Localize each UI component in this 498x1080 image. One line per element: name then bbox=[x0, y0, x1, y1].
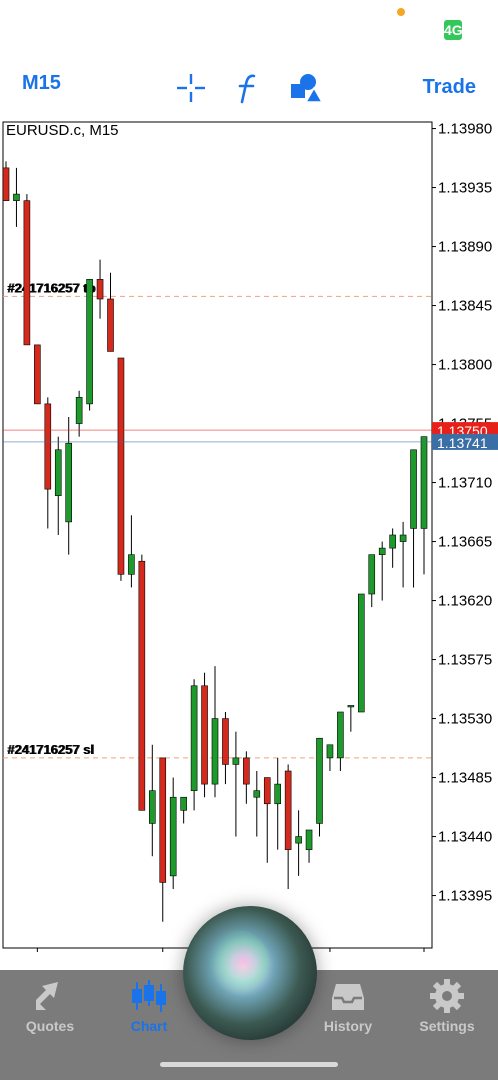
candle-body bbox=[316, 737, 323, 824]
candle-body bbox=[201, 685, 208, 785]
candle-body bbox=[337, 711, 344, 759]
tab-settings-label: Settings bbox=[419, 1018, 475, 1034]
candle-body bbox=[389, 534, 396, 549]
history-icon bbox=[328, 976, 368, 1016]
candle-body bbox=[44, 403, 52, 490]
candle-body bbox=[149, 790, 156, 824]
candle-body bbox=[107, 298, 114, 352]
candle-body bbox=[96, 279, 104, 300]
candle-body bbox=[2, 167, 10, 201]
y-tick-label: 1.13395 bbox=[438, 888, 492, 905]
y-tick-label: 1.13980 bbox=[438, 121, 492, 138]
quotes-icon bbox=[30, 976, 70, 1016]
candle-body bbox=[368, 554, 376, 595]
settings-icon bbox=[427, 976, 467, 1016]
y-tick-label: 1.13665 bbox=[438, 534, 492, 551]
siri-orb[interactable] bbox=[183, 906, 317, 1040]
y-tick-label: 1.13575 bbox=[438, 652, 492, 669]
y-tick-label: 1.13530 bbox=[438, 711, 492, 728]
candle-body bbox=[23, 200, 31, 346]
y-tick-label: 1.13440 bbox=[438, 829, 492, 846]
tab-chart-label: Chart bbox=[130, 1018, 168, 1034]
indicators-icon[interactable] bbox=[228, 68, 268, 108]
chart-icon bbox=[129, 976, 169, 1016]
trade-button[interactable]: Trade bbox=[422, 76, 476, 98]
y-tick-label: 1.13890 bbox=[438, 239, 492, 256]
candle-body bbox=[243, 757, 250, 785]
tab-quotes[interactable]: Quotes bbox=[0, 970, 100, 1040]
y-tick-label: 1.13485 bbox=[438, 770, 492, 787]
candle-body bbox=[75, 397, 83, 424]
candle-body bbox=[274, 783, 282, 805]
tab-settings[interactable]: Settings bbox=[397, 970, 497, 1040]
candle-body bbox=[180, 796, 187, 811]
crosshair-icon[interactable] bbox=[171, 68, 211, 108]
candle-body bbox=[263, 777, 271, 805]
chart-canvas[interactable]: 1.13980 1.13935 1.13890 1.13845 1.13800 1.137… bbox=[0, 120, 498, 952]
candle-body bbox=[326, 744, 334, 759]
order-level-label: #241716257 sl bbox=[7, 742, 94, 757]
candle-body bbox=[347, 705, 355, 708]
candle-body bbox=[399, 534, 407, 542]
candle-body bbox=[128, 554, 135, 575]
candle-body bbox=[86, 279, 93, 405]
recording-dot bbox=[397, 8, 405, 16]
candle-body bbox=[159, 757, 167, 883]
y-tick-label: 1.13845 bbox=[438, 298, 492, 315]
bid-price-label: 1.13741 bbox=[437, 435, 488, 451]
tab-quotes-label: Quotes bbox=[25, 1018, 75, 1034]
candle-body bbox=[222, 718, 229, 765]
candle-body bbox=[13, 193, 20, 201]
tab-chart[interactable]: Chart bbox=[99, 970, 199, 1040]
candle-body bbox=[305, 829, 313, 850]
candle-body bbox=[284, 770, 292, 850]
candle-body bbox=[420, 436, 428, 529]
candle-body bbox=[190, 685, 198, 791]
price-chart[interactable]: 1.13980 1.13935 1.13890 1.13845 1.13800 1.137… bbox=[0, 120, 498, 952]
candle-body bbox=[211, 718, 219, 785]
candle-body bbox=[169, 796, 177, 877]
candle-body bbox=[253, 790, 261, 798]
objects-icon[interactable] bbox=[286, 68, 326, 108]
y-tick-label: 1.13710 bbox=[438, 475, 492, 492]
chart-toolbar: M15 Trade bbox=[0, 60, 498, 116]
chart-symbol-title: EURUSD.c, M15 bbox=[6, 122, 119, 139]
bid-price-tag bbox=[432, 433, 498, 450]
order-level-label-overlap: #241716257 sl bbox=[8, 742, 95, 757]
timeframe-button[interactable]: M15 bbox=[22, 72, 61, 94]
candle-body bbox=[54, 449, 62, 496]
tab-history[interactable]: History bbox=[298, 970, 398, 1040]
candle-body bbox=[357, 593, 365, 713]
tab-history-label: History bbox=[323, 1018, 373, 1034]
candle-body bbox=[410, 449, 417, 529]
candle-body bbox=[65, 442, 72, 523]
candle-body bbox=[138, 560, 146, 811]
candle-body bbox=[117, 357, 125, 575]
y-tick-label: 1.13800 bbox=[438, 357, 492, 374]
candle-body bbox=[378, 547, 386, 555]
y-tick-label: 1.13620 bbox=[438, 593, 492, 610]
candle-body bbox=[232, 757, 240, 765]
network-badge: 4G bbox=[444, 20, 462, 40]
chart-frame bbox=[2, 121, 433, 949]
candle-body bbox=[34, 344, 41, 405]
order-level-label-overlap: #241716257 tp bbox=[8, 280, 96, 295]
status-bar: 4G bbox=[0, 0, 498, 50]
y-tick-label: 1.13935 bbox=[438, 180, 492, 197]
home-indicator[interactable] bbox=[160, 1062, 338, 1067]
candle-body bbox=[295, 836, 302, 844]
